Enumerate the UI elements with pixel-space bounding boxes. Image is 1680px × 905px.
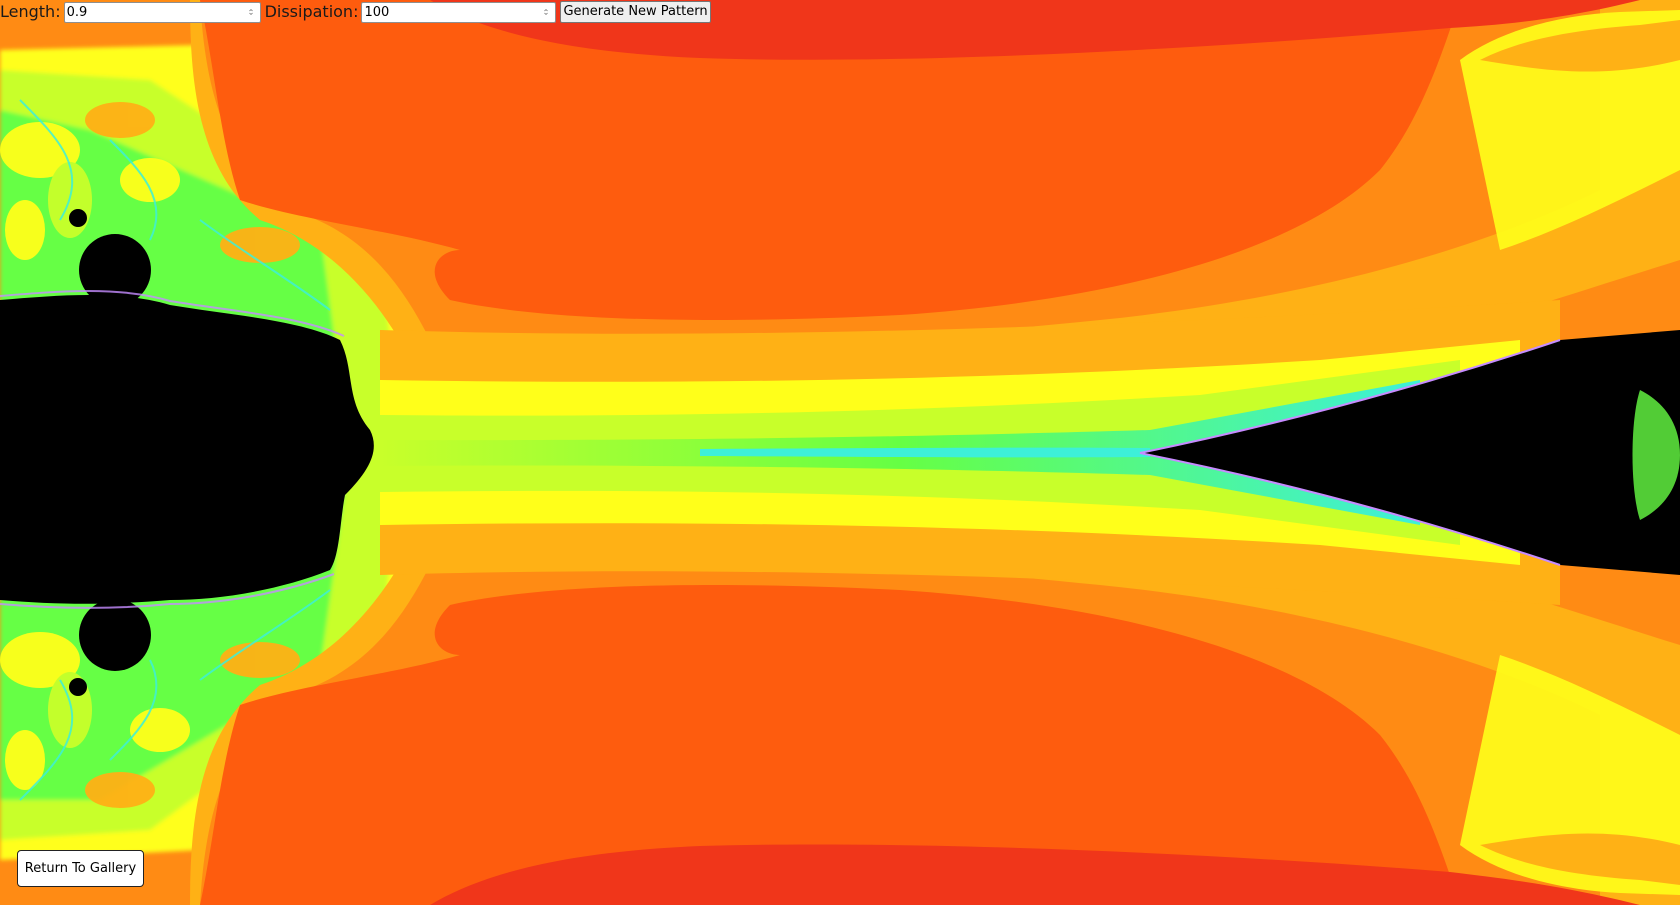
return-to-gallery-button[interactable]: Return To Gallery <box>17 850 144 887</box>
length-value: 0.9 <box>66 4 88 20</box>
dissipation-value: 100 <box>364 4 390 20</box>
fractal-body-edge <box>0 290 345 609</box>
fractal-body-left <box>0 209 401 696</box>
central-streaks <box>380 300 1560 605</box>
dissipation-input[interactable]: 100 <box>361 1 557 23</box>
dissipation-label: Dissipation: <box>264 2 359 21</box>
dissipation-spinner[interactable] <box>539 3 553 22</box>
lower-flame <box>190 491 1680 905</box>
fractal-body-right <box>1139 330 1680 575</box>
left-fringe-cyan <box>19 99 331 801</box>
up-down-arrow-icon <box>248 9 253 15</box>
length-label: Length: <box>0 2 61 21</box>
length-input[interactable]: 0.9 <box>63 1 261 23</box>
length-spinner[interactable] <box>244 3 258 22</box>
right-corner-fringes <box>1460 10 1680 895</box>
pattern-controls: Length: 0.9 Dissipation: 100 Generate Ne… <box>0 0 711 24</box>
upper-flame <box>190 0 1680 414</box>
generate-new-pattern-button[interactable]: Generate New Pattern <box>560 1 711 23</box>
up-down-arrow-icon <box>544 9 549 15</box>
